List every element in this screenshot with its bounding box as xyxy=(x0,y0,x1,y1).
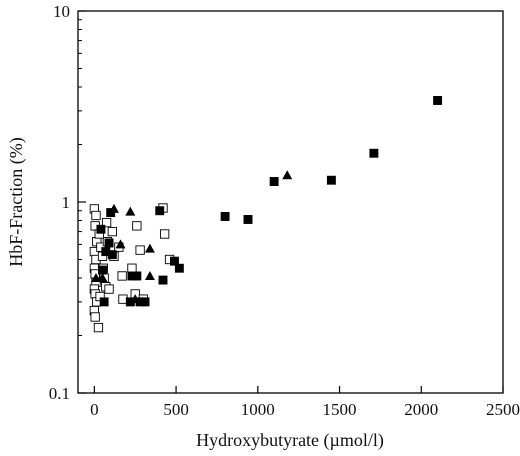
filled-square-point xyxy=(104,238,114,248)
x-tick-label: 0 xyxy=(90,400,99,419)
filled-square-point xyxy=(174,263,184,273)
filled-square-point xyxy=(326,175,336,185)
y-axis-title: HbF-Fraction (%) xyxy=(6,137,27,266)
open-square-point xyxy=(91,210,101,221)
filled-square-point xyxy=(132,271,142,281)
x-axis-title: Hydroxybutyrate (µmol/l) xyxy=(196,430,384,451)
filled-triangle-point xyxy=(130,294,141,304)
filled-square-point xyxy=(158,275,168,285)
x-tick-label: 500 xyxy=(163,400,189,419)
filled-square-point xyxy=(269,177,279,186)
filled-square-point xyxy=(369,148,379,158)
filled-square-point xyxy=(140,297,150,307)
filled-square-point xyxy=(243,215,253,224)
open-square-point xyxy=(93,322,104,333)
filled-square-point xyxy=(96,224,106,234)
x-tick-label: 1500 xyxy=(323,400,357,419)
open-square-point xyxy=(159,229,170,239)
y-tick-label: 10 xyxy=(53,2,70,21)
y-tick-label: 1 xyxy=(62,193,71,212)
open-square-point xyxy=(135,245,145,255)
filled-triangle-point xyxy=(108,203,119,213)
open-square-point xyxy=(132,221,142,231)
filled-square-point xyxy=(99,297,109,307)
open-square-point xyxy=(117,271,127,281)
plot-area-frame xyxy=(77,10,504,394)
filled-square-point xyxy=(220,212,230,221)
x-tick-label: 2500 xyxy=(486,400,520,419)
filled-square-point xyxy=(169,256,179,266)
filled-square-point xyxy=(107,250,117,260)
filled-triangle-point xyxy=(90,273,101,283)
open-square-point xyxy=(107,226,117,237)
filled-triangle-point xyxy=(144,270,155,280)
y-axis: 0.1 1 10 xyxy=(49,2,86,403)
filled-triangle-point xyxy=(115,239,126,249)
filled-triangle-point xyxy=(282,170,293,180)
open-square-point xyxy=(104,284,114,294)
open-square-point xyxy=(90,312,100,322)
x-axis: 0 500 1000 1500 2000 2500 xyxy=(90,386,520,419)
x-tick-label: 1000 xyxy=(241,400,275,419)
filled-triangle-point xyxy=(125,206,136,216)
x-tick-label: 2000 xyxy=(404,400,438,419)
filled-triangle-point xyxy=(97,273,108,283)
open-square-point xyxy=(127,263,137,273)
open-square-point xyxy=(101,217,112,228)
filled-triangle-point xyxy=(144,243,155,253)
filled-square-point xyxy=(433,96,443,105)
y-tick-label: 0.1 xyxy=(49,384,70,403)
data-points xyxy=(89,96,443,333)
filled-square-point xyxy=(155,206,165,216)
